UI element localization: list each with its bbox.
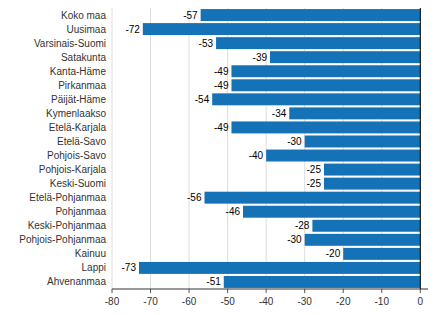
data-label: -25: [306, 164, 321, 175]
bar: [343, 248, 420, 260]
bar: [312, 220, 420, 232]
data-label: -25: [306, 178, 321, 189]
data-label: -49: [214, 122, 229, 133]
category-label: Kainuu: [75, 248, 106, 259]
grid-line: [304, 8, 305, 289]
category-label: Varsinais-Suomi: [34, 38, 106, 49]
tick-label: -70: [143, 296, 158, 307]
category-label: Pirkanmaa: [58, 80, 106, 91]
data-label: -46: [226, 206, 241, 217]
bar: [324, 178, 420, 190]
bar: [143, 23, 420, 35]
data-label: -73: [122, 262, 137, 273]
tick-mark: [420, 289, 421, 293]
category-label: Etelä-Karjala: [49, 122, 107, 133]
data-label: -51: [206, 276, 221, 287]
category-label: Pohjanmaa: [55, 206, 106, 217]
bar: [305, 234, 421, 246]
tick-mark: [266, 289, 267, 293]
data-label: -28: [295, 220, 310, 231]
tick-label: -10: [375, 296, 390, 307]
category-label: Satakunta: [61, 52, 106, 63]
grid-line: [266, 8, 267, 289]
grid-line: [227, 8, 228, 289]
category-label: Lappi: [82, 262, 106, 273]
bar: [212, 93, 420, 105]
tick-label: -60: [182, 296, 197, 307]
data-label: -57: [183, 10, 198, 21]
baseline: [420, 8, 421, 289]
tick-mark: [381, 289, 382, 293]
grid-line: [150, 8, 151, 289]
data-label: -49: [214, 80, 229, 91]
x-axis-line: [112, 289, 428, 290]
tick-mark: [112, 289, 113, 293]
bar: [289, 107, 420, 119]
data-label: -49: [214, 66, 229, 77]
bar: [201, 9, 421, 21]
category-label: Ahvenanmaa: [47, 276, 106, 287]
category-label: Etelä-Savo: [57, 136, 106, 147]
bar: [231, 79, 420, 91]
data-label: -20: [326, 248, 341, 259]
bar: [224, 276, 421, 288]
chart-container: -80 -70 -60 -50 -40 -30 -20 -10 0 Koko maa Uusimaa…: [0, 0, 442, 315]
bar: [204, 192, 420, 204]
category-label: Pohjois-Karjala: [39, 164, 107, 175]
tick-label: -50: [220, 296, 235, 307]
bar: [139, 262, 420, 274]
bar: [305, 136, 421, 148]
data-label: -53: [199, 38, 214, 49]
tick-mark: [150, 289, 151, 293]
data-label: -56: [187, 192, 202, 203]
category-label: Pohjois-Pohjanmaa: [19, 234, 106, 245]
category-label: Pohjois-Savo: [47, 150, 106, 161]
tick-mark: [227, 289, 228, 293]
grid-line: [381, 8, 382, 289]
tick-label: -20: [336, 296, 351, 307]
category-label: Päijät-Häme: [51, 94, 106, 105]
data-label: -72: [125, 24, 140, 35]
category-label: Kanta-Häme: [50, 66, 107, 77]
y-axis: Koko maa Uusimaa Varsinais-Suomi Satakunta K…: [19, 10, 106, 288]
tick-mark: [189, 289, 190, 293]
data-label: -54: [195, 94, 210, 105]
tick-label: -80: [105, 296, 120, 307]
tick-mark: [304, 289, 305, 293]
x-axis: -80 -70 -60 -50 -40 -30 -20 -10 0: [105, 289, 428, 307]
data-label: -39: [253, 52, 268, 63]
tick-label: -30: [297, 296, 312, 307]
data-label: -30: [287, 234, 302, 245]
category-label: Koko maa: [61, 10, 106, 21]
tick-label: 0: [418, 296, 424, 307]
grid-line: [420, 8, 421, 289]
bars: [139, 9, 420, 288]
bar: [266, 150, 420, 162]
category-label: Kymenlaakso: [46, 108, 106, 119]
grid-line: [112, 8, 113, 289]
bar: [324, 164, 420, 176]
tick-label: -40: [259, 296, 274, 307]
data-labels: -57 -72 -53 -39 -49 -49 -54 -34 -49 -30 -40 -25 -25 -…: [122, 10, 341, 288]
bar: [216, 37, 420, 49]
bar: [231, 65, 420, 77]
data-label: -40: [249, 150, 264, 161]
bar: [270, 51, 420, 63]
chart: -80 -70 -60 -50 -40 -30 -20 -10 0 Koko maa Uusimaa…: [0, 0, 442, 315]
category-label: Uusimaa: [67, 24, 107, 35]
data-label: -34: [272, 108, 287, 119]
bar: [243, 206, 420, 218]
category-label: Keski-Suomi: [50, 178, 106, 189]
grid-line: [343, 8, 344, 289]
tick-mark: [343, 289, 344, 293]
category-label: Keski-Pohjanmaa: [28, 220, 107, 231]
grid-line: [189, 8, 190, 289]
grid: [112, 8, 420, 289]
bar: [231, 121, 420, 133]
category-label: Etelä-Pohjanmaa: [29, 192, 106, 203]
data-label: -30: [287, 136, 302, 147]
